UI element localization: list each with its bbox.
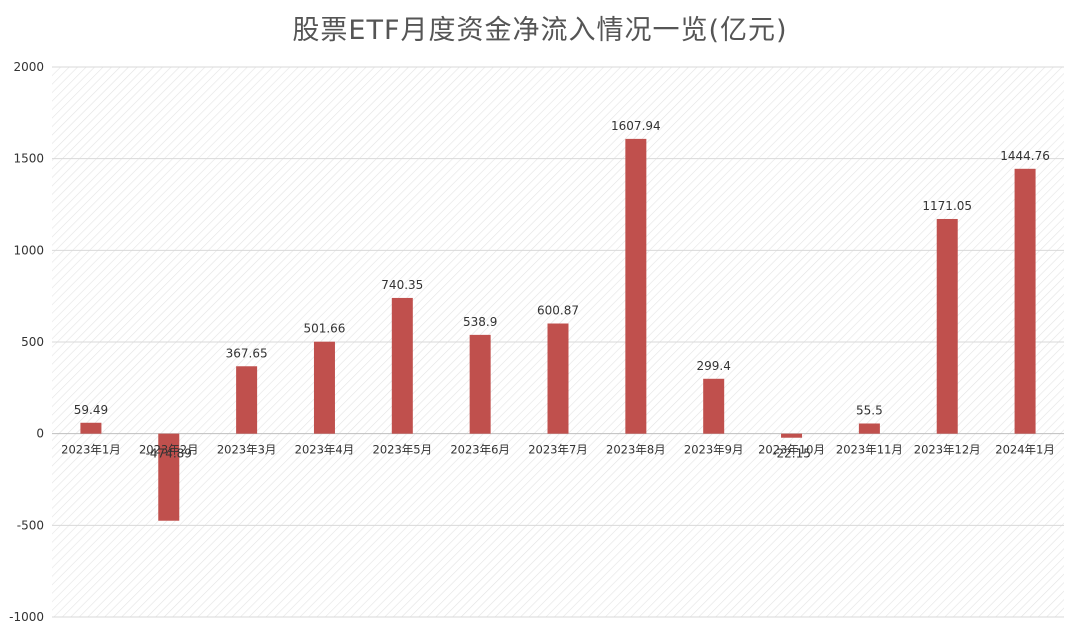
data-label: 299.4 [697,359,731,373]
data-label: -474.89 [146,447,192,461]
bar [158,433,180,521]
y-tick-label: 1000 [13,243,44,257]
x-axis-ticks: 2023年1月 2023年2月 2023年3月 2023年4月 2023年5月 2023年… [61,443,1055,457]
bar [625,138,647,434]
y-tick-label: -1000 [9,610,44,624]
x-tick-label: 2023年8月 [606,443,666,457]
bars [80,138,1036,521]
bar [469,334,491,434]
data-label: -22.15 [772,447,811,461]
x-tick-label: 2023年7月 [528,443,588,457]
bar [547,323,569,434]
x-tick-label: 2023年3月 [217,443,277,457]
data-label: 59.49 [74,403,108,417]
bar [1014,168,1036,434]
bar [703,378,725,434]
x-tick-label: 2024年1月 [995,443,1055,457]
x-tick-label: 2023年6月 [450,443,510,457]
x-tick-label: 2023年1月 [61,443,121,457]
data-label: 1444.76 [1000,149,1050,163]
data-label: 538.9 [463,315,497,329]
bar [236,366,258,434]
bar [858,423,880,434]
data-label: 367.65 [226,346,268,360]
x-tick-label: 2023年5月 [373,443,433,457]
data-label: 600.87 [537,304,579,318]
data-label: 1607.94 [611,119,661,133]
gridlines [52,66,1064,618]
data-label: 740.35 [381,278,423,292]
x-tick-label: 2023年10月 [758,443,825,457]
y-axis-ticks: 2000 1500 1000 500 0 -500 -1000 [9,60,44,624]
x-tick-label: 2023年4月 [295,443,355,457]
y-tick-label: -500 [17,518,44,532]
bar [80,422,102,434]
x-tick-label: 2023年11月 [836,443,903,457]
data-label: 55.5 [856,403,883,417]
x-tick-label: 2023年2月 [139,443,199,457]
chart-title: 股票ETF月度资金净流入情况一览(亿元) [292,15,788,46]
x-tick-label: 2023年12月 [914,443,981,457]
bar [391,297,413,434]
bar [936,218,958,434]
bar [781,433,803,438]
y-tick-label: 0 [36,427,44,441]
data-labels: 59.49 -474.89 367.65 501.66 740.35 538.9 600.8… [74,119,1050,461]
data-label: 1171.05 [922,199,972,213]
y-tick-label: 2000 [13,60,44,74]
y-tick-label: 500 [21,335,44,349]
x-tick-label: 2023年9月 [684,443,744,457]
y-tick-label: 1500 [13,152,44,166]
data-label: 501.66 [303,322,345,336]
bar [313,341,335,434]
